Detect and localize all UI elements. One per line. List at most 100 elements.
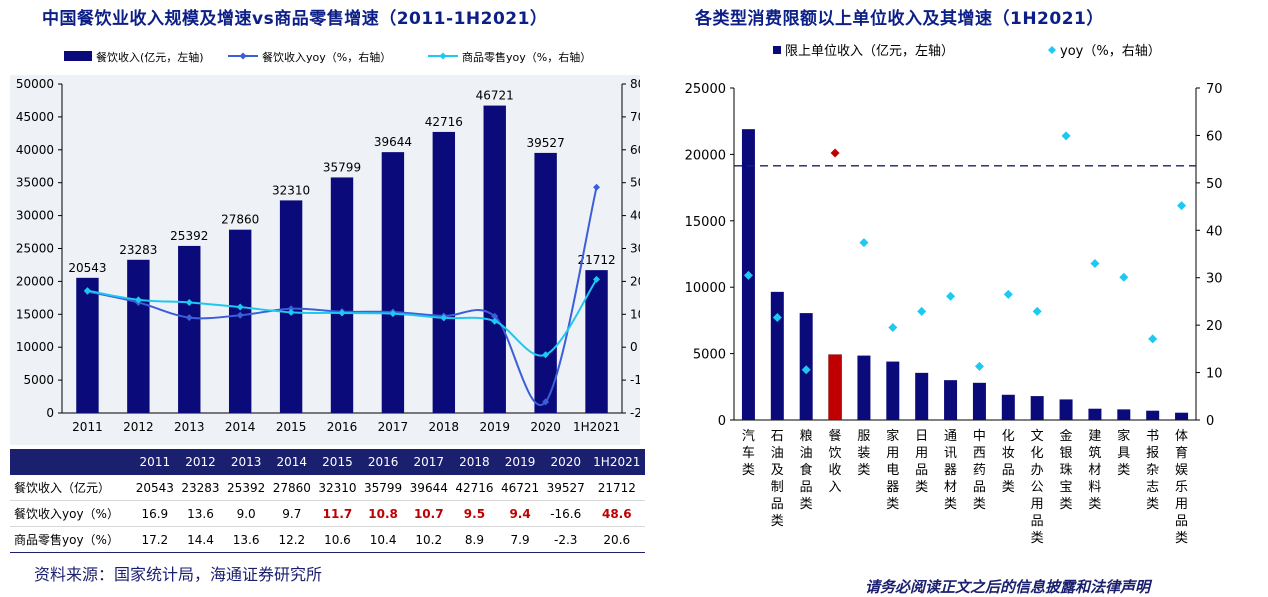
left-y-tick-label: 10000 [685, 281, 726, 296]
retail-yoy-point [134, 296, 142, 304]
yoy-scatter-point [1090, 258, 1100, 268]
left-y-tick-label: 0 [718, 414, 726, 429]
right-y-tick-label: 10 [630, 307, 640, 321]
table-cell: 20.6 [588, 526, 645, 553]
table-cell: 11.7 [314, 500, 361, 527]
revenue-yoy-point [287, 305, 295, 313]
retail-yoy-point [338, 309, 346, 317]
yoy-scatter-point [801, 365, 811, 375]
right-y-tick-label: -20 [630, 406, 640, 420]
table-cell: 13.6 [223, 526, 269, 553]
table-cell: 10.6 [314, 526, 361, 553]
right-y-tick-label: 40 [1206, 224, 1223, 239]
table-year-header: 2014 [268, 449, 315, 475]
revenue-data-label: 42716 [425, 115, 463, 129]
left-y-tick-label: 45000 [16, 110, 54, 124]
table-cell: 10.4 [360, 526, 406, 553]
table-row: 商品零售yoy（%） 17.2 14.4 13.6 12.2 10.6 10.4 10.2 8.… [10, 526, 645, 553]
yoy-scatter-point [946, 291, 956, 301]
retail-yoy-point [287, 308, 295, 316]
legend-revenue-label: 限上单位收入（亿元，左轴） [785, 44, 954, 59]
category-tick-label: 服装类 [857, 429, 870, 478]
table-cell: 42716 [451, 475, 498, 501]
retail-yoy-point [236, 303, 244, 311]
table-year-header: 2020 [542, 449, 589, 475]
right-y-tick-label: 30 [630, 242, 640, 256]
category-tick-label: 餐饮收入 [829, 428, 842, 495]
table-cell: 13.6 [177, 500, 224, 527]
yoy-scatter-point [974, 361, 984, 371]
revenue-yoy-line [87, 187, 598, 406]
revenue-bar [432, 131, 456, 414]
category-tick-label: 粮油食品类 [800, 429, 813, 512]
retail-yoy-point [542, 351, 550, 359]
data-table: 2011 2012 2013 2014 2015 2016 2017 2018 2019 2020… [10, 449, 645, 553]
legend-yoy-marker [1048, 46, 1056, 54]
yoy-scatter-point [1061, 131, 1071, 141]
table-cell: 16.9 [132, 500, 178, 527]
x-tick-label: 2017 [378, 420, 409, 434]
revenue-data-label: 39644 [374, 135, 412, 149]
x-tick-label: 2018 [429, 420, 460, 434]
x-tick-label: 1H2021 [573, 420, 620, 434]
legend-revenue-swatch [773, 46, 781, 54]
category-tick-label: 金银珠宝类 [1060, 428, 1073, 512]
table-year-header: 2019 [497, 449, 543, 475]
revenue-yoy-point [491, 312, 499, 320]
revenue-bar [483, 105, 506, 414]
table-cell: 9.0 [223, 500, 269, 527]
table-row: 餐饮收入（亿元） 20543 23283 25392 27860 32310 35799 39… [10, 475, 645, 501]
x-tick-label: 2013 [174, 420, 205, 434]
retail-yoy-point [440, 314, 448, 322]
table-body: 餐饮收入（亿元） 20543 23283 25392 27860 32310 35799 39… [10, 475, 645, 553]
left-chart-title: 中国餐饮业收入规模及增速vs商品零售增速（2011-1H2021） [42, 9, 548, 29]
right-y-tick-label: 30 [1206, 272, 1223, 287]
x-tick-label: 2020 [530, 420, 561, 434]
left-y-tick-label: 20000 [16, 274, 54, 288]
category-tick-label: 家用电器类 [886, 428, 899, 512]
category-bar [828, 354, 842, 421]
revenue-yoy-point [542, 398, 550, 406]
right-y-tick-label: 50 [630, 176, 640, 190]
legend-yoy-label: yoy（%，右轴） [1060, 44, 1161, 59]
yoy-scatter-point [1003, 289, 1013, 299]
right-y-tick-label: 40 [630, 209, 640, 223]
table-year-header: 2018 [451, 449, 498, 475]
category-bar [1088, 408, 1102, 420]
legend-revenue-yoy-marker [239, 52, 247, 60]
table-row-label: 商品零售yoy（%） [10, 526, 132, 553]
retail-yoy-point [491, 317, 499, 325]
category-bar [770, 291, 784, 420]
left-y-tick-label: 25000 [685, 82, 726, 97]
left-y-tick-label: 50000 [16, 77, 54, 91]
category-tick-label: 石油及制品类 [771, 429, 784, 529]
table-cell: 10.8 [360, 500, 406, 527]
left-y-tick-label: 0 [46, 406, 54, 420]
yoy-scatter-point [859, 238, 869, 248]
left-y-tick-label: 35000 [16, 176, 54, 190]
category-tick-label: 中西药品类 [973, 429, 986, 512]
right-y-tick-label: 0 [1206, 414, 1214, 429]
table-cell: 9.5 [451, 500, 498, 527]
retail-yoy-point [185, 298, 193, 306]
table-cell: 39644 [405, 475, 452, 501]
x-tick-label: 2011 [72, 420, 103, 434]
legend-retail-yoy-label: 商品零售yoy（%，右轴） [462, 50, 591, 64]
revenue-bar [127, 259, 150, 413]
table-cell: 12.2 [268, 526, 315, 553]
table-header-row: 2011 2012 2013 2014 2015 2016 2017 2018 2019 2020… [10, 449, 645, 475]
table-corner-cell [10, 449, 132, 475]
table-cell: 39527 [542, 475, 589, 501]
category-tick-label: 化妆品类 [1002, 429, 1015, 495]
revenue-data-label: 25392 [170, 229, 208, 243]
table-year-header: 2011 [132, 449, 178, 475]
right-y-tick-label: 70 [1206, 82, 1223, 97]
left-y-tick-label: 25000 [16, 242, 54, 256]
table-cell: 46721 [497, 475, 543, 501]
x-tick-label: 2012 [123, 420, 154, 434]
right-y-tick-label: 20 [1206, 319, 1223, 334]
left-y-tick-label: 15000 [16, 307, 54, 321]
revenue-yoy-point [593, 183, 601, 191]
right-y-tick-label: 70 [630, 110, 640, 124]
revenue-data-label: 27860 [221, 213, 259, 227]
